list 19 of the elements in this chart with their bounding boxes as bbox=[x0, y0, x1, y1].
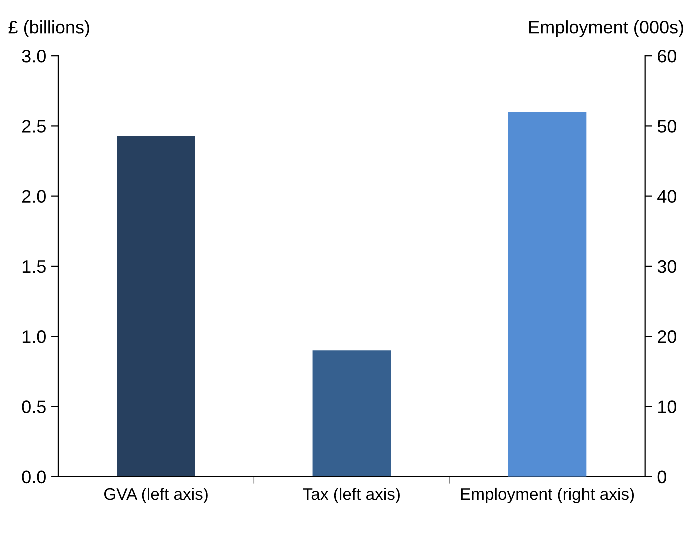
y-tick-label: 0.0 bbox=[22, 470, 46, 484]
y-tick-label: 2.0 bbox=[22, 190, 46, 204]
y-tick-label: 1.0 bbox=[22, 330, 46, 344]
y2-axis-title: Employment (000s) bbox=[530, 20, 684, 38]
y2-tick-label: 50 bbox=[658, 120, 677, 133]
y2-tick-label: 60 bbox=[658, 50, 677, 63]
y2-tick-label: 40 bbox=[658, 190, 677, 204]
y-tick-label: 0.5 bbox=[22, 400, 46, 414]
x-tick-label: Employment (right axis) bbox=[461, 488, 634, 504]
y2-tick-label: 30 bbox=[658, 260, 677, 274]
x-tick-label: GVA (left axis) bbox=[104, 488, 208, 504]
y2-tick-label: 0 bbox=[658, 470, 666, 484]
y-tick-label: 1.5 bbox=[22, 260, 46, 274]
y2-tick-label: 20 bbox=[658, 330, 677, 344]
x-tick-label: Tax (left axis) bbox=[303, 488, 400, 504]
y2-tick-label: 10 bbox=[658, 400, 677, 414]
y-tick-label: 2.5 bbox=[22, 120, 46, 133]
y-tick-label: 3.0 bbox=[22, 50, 46, 63]
y-axis-title: £ (billions) bbox=[8, 20, 90, 38]
